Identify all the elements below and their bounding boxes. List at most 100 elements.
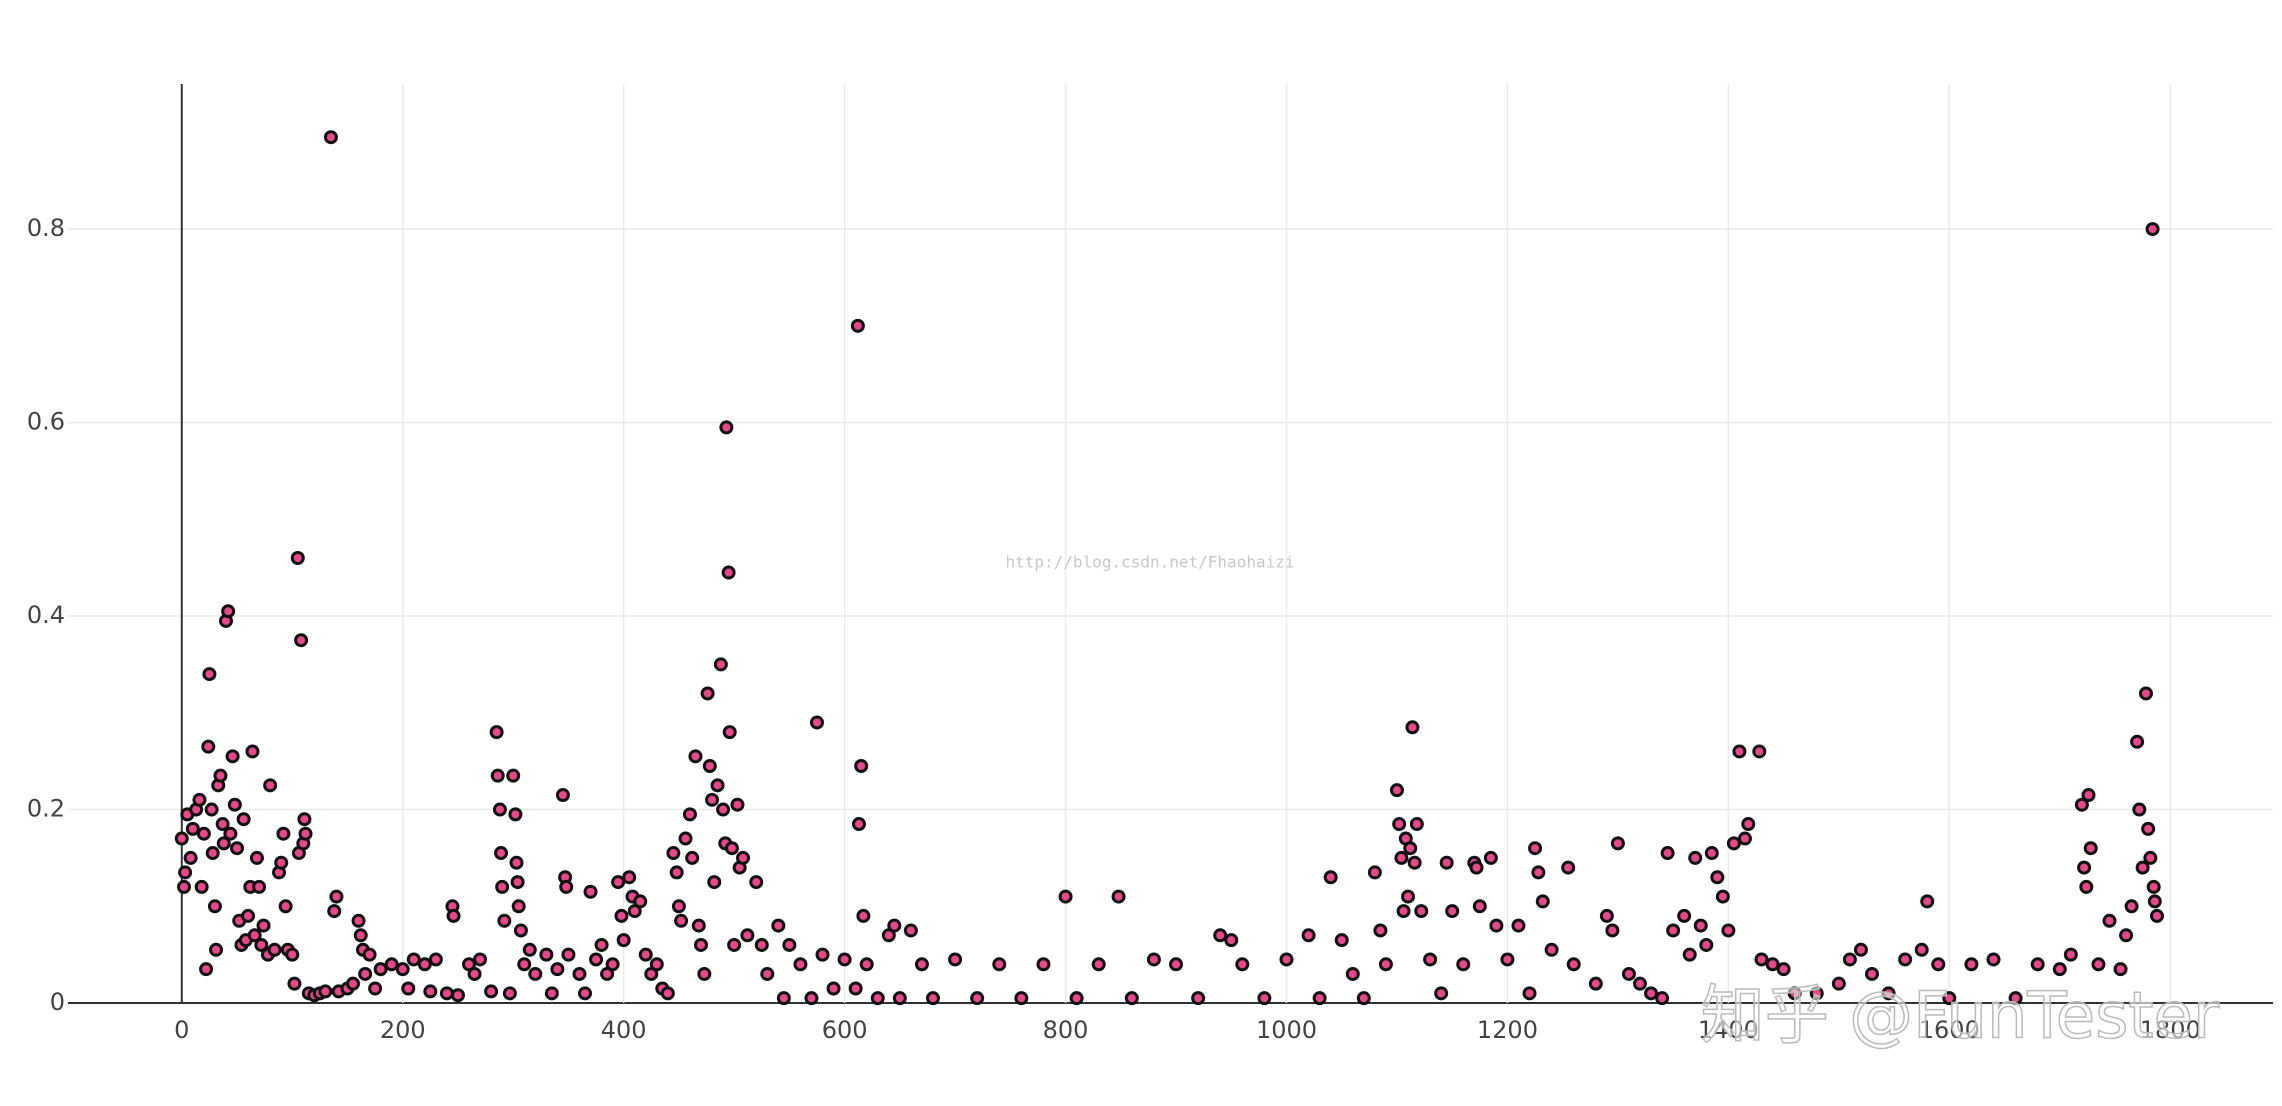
point [2124, 899, 2139, 914]
point [572, 966, 587, 981]
point [513, 923, 528, 938]
point [2008, 991, 2023, 1006]
point [1091, 957, 1106, 972]
point [1853, 942, 1868, 957]
point [2102, 913, 2117, 928]
point [2146, 879, 2161, 894]
point [1737, 831, 1752, 846]
point [183, 850, 198, 865]
point [384, 957, 399, 972]
point [544, 986, 559, 1001]
point [276, 826, 291, 841]
point [1235, 957, 1250, 972]
point [2141, 821, 2156, 836]
point [2083, 841, 2098, 856]
point [2077, 860, 2092, 875]
point [446, 908, 461, 923]
point [2150, 908, 2165, 923]
point [202, 667, 217, 682]
point [710, 778, 725, 793]
point [804, 991, 819, 1006]
point [1511, 918, 1526, 933]
point [1169, 957, 1184, 972]
point [1224, 933, 1239, 948]
point [1964, 957, 1979, 972]
point [1367, 865, 1382, 880]
point [633, 894, 648, 909]
point [903, 923, 918, 938]
point [174, 831, 189, 846]
point [1605, 923, 1620, 938]
point [353, 928, 368, 943]
point [1710, 870, 1725, 885]
point [850, 318, 865, 333]
x-tick-label: 1800 [2140, 1016, 2201, 1044]
point [1334, 933, 1349, 948]
point [730, 797, 745, 812]
point [351, 913, 366, 928]
point [793, 957, 808, 972]
point [2138, 686, 2153, 701]
point [368, 981, 383, 996]
point [1191, 991, 1206, 1006]
x-tick-label: 600 [822, 1016, 868, 1044]
point [1469, 860, 1484, 875]
point [1356, 991, 1371, 1006]
point [1704, 846, 1719, 861]
point [854, 758, 869, 773]
point [1036, 957, 1051, 972]
y-tick-label: 0.6 [27, 408, 65, 436]
point [1069, 991, 1084, 1006]
point [1741, 817, 1756, 832]
point [216, 836, 231, 851]
point [297, 812, 312, 827]
y-tick-label: 0.4 [27, 601, 65, 629]
y-tick-label: 0.2 [27, 795, 65, 823]
point [395, 962, 410, 977]
point [473, 952, 488, 967]
point [702, 758, 717, 773]
point [205, 846, 220, 861]
point [1842, 952, 1857, 967]
x-tick-label: 0 [174, 1016, 189, 1044]
point [2113, 962, 2128, 977]
point [685, 850, 700, 865]
point [719, 420, 734, 435]
y-tick-label: 0 [50, 988, 65, 1016]
point [236, 812, 251, 827]
point [1699, 937, 1714, 952]
point [826, 981, 841, 996]
point [528, 966, 543, 981]
point [245, 744, 260, 759]
point [1312, 991, 1327, 1006]
point [1688, 850, 1703, 865]
x-tick-label: 1600 [1919, 1016, 1980, 1044]
point [287, 976, 302, 991]
point [490, 768, 505, 783]
point [611, 875, 626, 890]
point [1528, 841, 1543, 856]
point [2135, 860, 2150, 875]
point [1058, 889, 1073, 904]
point [2145, 222, 2160, 237]
point [502, 986, 517, 1001]
point [199, 962, 214, 977]
x-tick-label: 1000 [1256, 1016, 1317, 1044]
point [508, 807, 523, 822]
point [722, 725, 737, 740]
point [176, 879, 191, 894]
point [1721, 923, 1736, 938]
point [622, 870, 637, 885]
point [1124, 991, 1139, 1006]
point [1403, 841, 1418, 856]
point [506, 768, 521, 783]
point [1715, 889, 1730, 904]
point [688, 749, 703, 764]
point [856, 908, 871, 923]
point [616, 933, 631, 948]
point [1445, 904, 1460, 919]
point [201, 739, 216, 754]
point [215, 817, 230, 832]
point [1898, 952, 1913, 967]
y-tick-label: 0.8 [27, 214, 65, 242]
